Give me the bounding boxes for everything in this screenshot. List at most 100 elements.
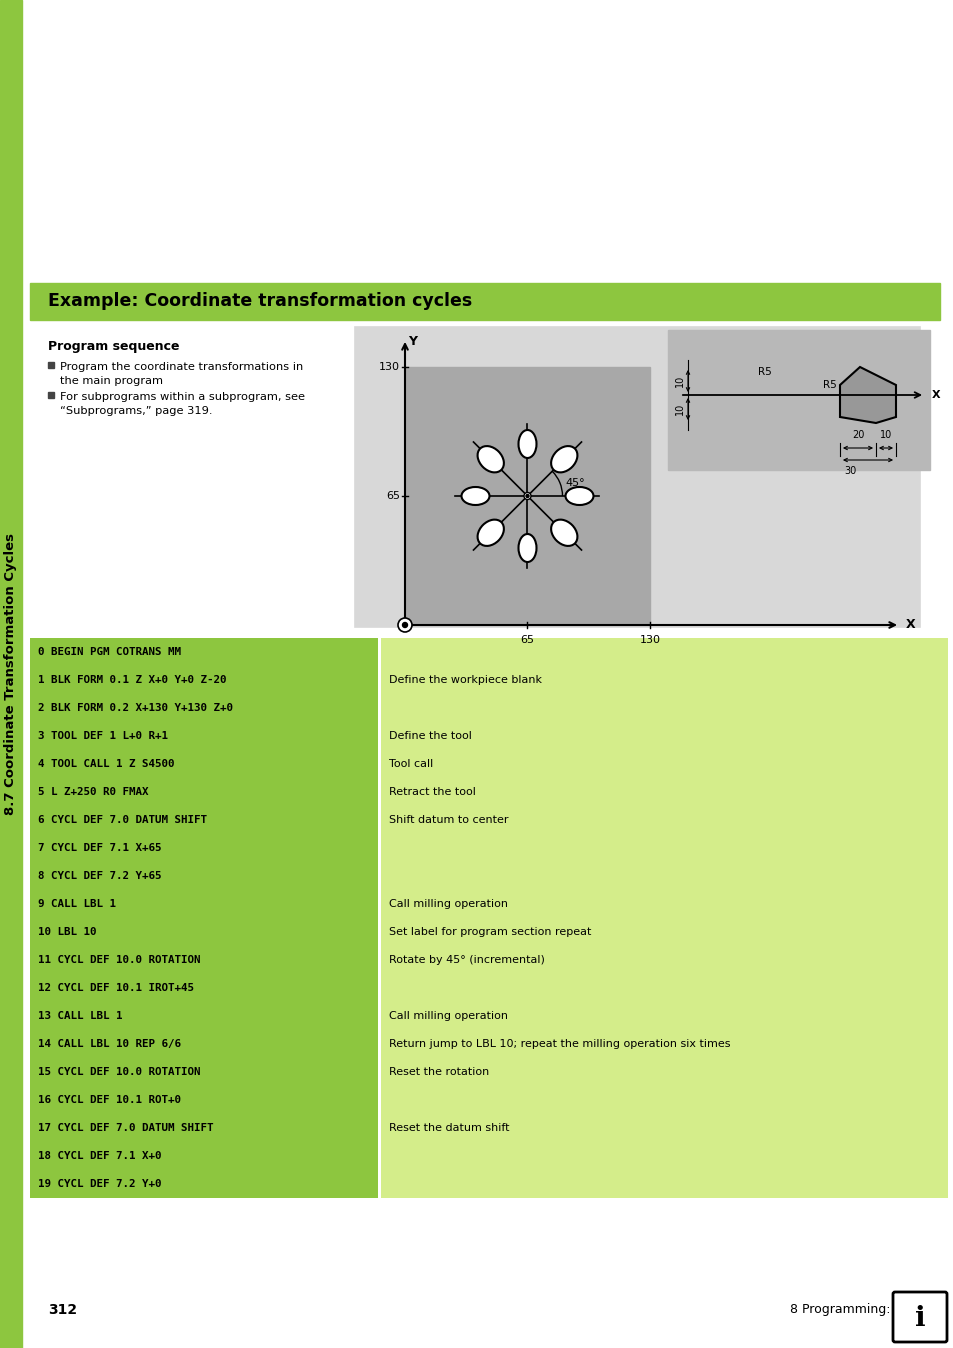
Bar [30,778,377,806]
Bar [30,890,377,918]
Bar [405,367,649,625]
Bar [30,946,377,975]
Text: X: X [905,619,915,631]
Text: 11 CYCL DEF 10.0 ROTATION: 11 CYCL DEF 10.0 ROTATION [38,954,200,965]
Text: 2 BLK FORM 0.2 X+130 Y+130 Z+0: 2 BLK FORM 0.2 X+130 Y+130 Z+0 [38,704,233,713]
Bar [30,1002,377,1030]
Bar [380,834,947,861]
Bar [30,1142,377,1170]
Text: 16 CYCL DEF 10.1 ROT+0: 16 CYCL DEF 10.1 ROT+0 [38,1095,181,1105]
Bar [355,328,919,627]
Text: Set label for program section repeat: Set label for program section repeat [389,927,591,937]
Text: 14 CALL LBL 10 REP 6/6: 14 CALL LBL 10 REP 6/6 [38,1039,181,1049]
Bar [30,975,377,1002]
Text: 8.7 Coordinate Transformation Cycles: 8.7 Coordinate Transformation Cycles [5,532,17,816]
Text: Reset the datum shift: Reset the datum shift [389,1123,509,1134]
Text: 45°: 45° [564,479,584,488]
Bar [30,694,377,723]
Bar [380,1086,947,1113]
Bar [48,363,54,368]
Ellipse shape [477,519,503,546]
Text: Define the tool: Define the tool [389,731,472,741]
Bar [30,638,377,666]
Text: Call milling operation: Call milling operation [389,1011,507,1020]
Bar [667,330,929,470]
Bar [380,890,947,918]
Text: Return jump to LBL 10; repeat the milling operation six times: Return jump to LBL 10; repeat the millin… [389,1039,730,1049]
Text: 130: 130 [639,635,659,644]
Text: Y: Y [408,336,416,348]
Bar [380,694,947,723]
Text: Program the coordinate transformations in
the main program: Program the coordinate transformations i… [60,363,303,386]
Text: 13 CALL LBL 1: 13 CALL LBL 1 [38,1011,122,1020]
Bar [30,834,377,861]
Text: Call milling operation: Call milling operation [389,899,507,909]
Text: 0 BEGIN PGM COTRANS MM: 0 BEGIN PGM COTRANS MM [38,647,181,656]
Bar [30,861,377,890]
Bar [30,1113,377,1142]
Circle shape [523,492,531,500]
Text: 17 CYCL DEF 7.0 DATUM SHIFT: 17 CYCL DEF 7.0 DATUM SHIFT [38,1123,213,1134]
Ellipse shape [565,487,593,506]
Bar [0,0,22,1348]
Bar [380,778,947,806]
Bar [30,666,377,694]
Text: 20: 20 [851,430,863,439]
Ellipse shape [518,534,536,562]
Bar [380,1170,947,1198]
Text: 10 LBL 10: 10 LBL 10 [38,927,96,937]
Bar [380,806,947,834]
Ellipse shape [518,430,536,458]
Ellipse shape [551,519,577,546]
Text: 1 BLK FORM 0.1 Z X+0 Y+0 Z-20: 1 BLK FORM 0.1 Z X+0 Y+0 Z-20 [38,675,226,685]
Text: 10: 10 [879,430,891,439]
Text: For subprograms within a subprogram, see
“Subprograms,” page 319.: For subprograms within a subprogram, see… [60,392,305,417]
Bar [30,918,377,946]
Circle shape [525,495,529,497]
Bar [30,723,377,749]
Text: Example: Coordinate transformation cycles: Example: Coordinate transformation cycle… [48,293,472,310]
Text: i: i [914,1305,924,1332]
Bar [380,666,947,694]
Text: Rotate by 45° (incremental): Rotate by 45° (incremental) [389,954,544,965]
Text: Retract the tool: Retract the tool [389,787,476,797]
Bar [380,975,947,1002]
Text: 12 CYCL DEF 10.1 IROT+45: 12 CYCL DEF 10.1 IROT+45 [38,983,193,993]
Bar [30,749,377,778]
Bar [380,1113,947,1142]
Bar [30,283,939,319]
Text: R5: R5 [758,367,771,377]
Text: 18 CYCL DEF 7.1 X+0: 18 CYCL DEF 7.1 X+0 [38,1151,161,1161]
Bar [380,749,947,778]
Text: 9 CALL LBL 1: 9 CALL LBL 1 [38,899,116,909]
Text: 5 L Z+250 R0 FMAX: 5 L Z+250 R0 FMAX [38,787,149,797]
Text: 15 CYCL DEF 10.0 ROTATION: 15 CYCL DEF 10.0 ROTATION [38,1068,200,1077]
Text: Reset the rotation: Reset the rotation [389,1068,489,1077]
Text: 7 CYCL DEF 7.1 X+65: 7 CYCL DEF 7.1 X+65 [38,842,161,853]
Polygon shape [840,367,895,423]
Text: 312: 312 [48,1304,77,1317]
Bar [30,806,377,834]
Text: X: X [931,390,940,400]
Text: 10: 10 [675,375,684,387]
Text: 65: 65 [386,491,399,501]
Text: 6 CYCL DEF 7.0 DATUM SHIFT: 6 CYCL DEF 7.0 DATUM SHIFT [38,816,207,825]
Ellipse shape [551,446,577,472]
Bar [380,1142,947,1170]
Text: 10: 10 [675,403,684,415]
Text: Define the workpiece blank: Define the workpiece blank [389,675,541,685]
Bar [380,1058,947,1086]
Ellipse shape [477,446,503,472]
Text: R5: R5 [822,380,836,390]
Text: 30: 30 [843,466,856,476]
FancyBboxPatch shape [892,1291,946,1343]
Text: Program sequence: Program sequence [48,340,179,353]
Text: Shift datum to center: Shift datum to center [389,816,508,825]
Bar [380,638,947,666]
Bar [380,861,947,890]
Bar [380,918,947,946]
Bar [30,1030,377,1058]
Text: 65: 65 [520,635,534,644]
Bar [30,1058,377,1086]
Bar [380,1030,947,1058]
